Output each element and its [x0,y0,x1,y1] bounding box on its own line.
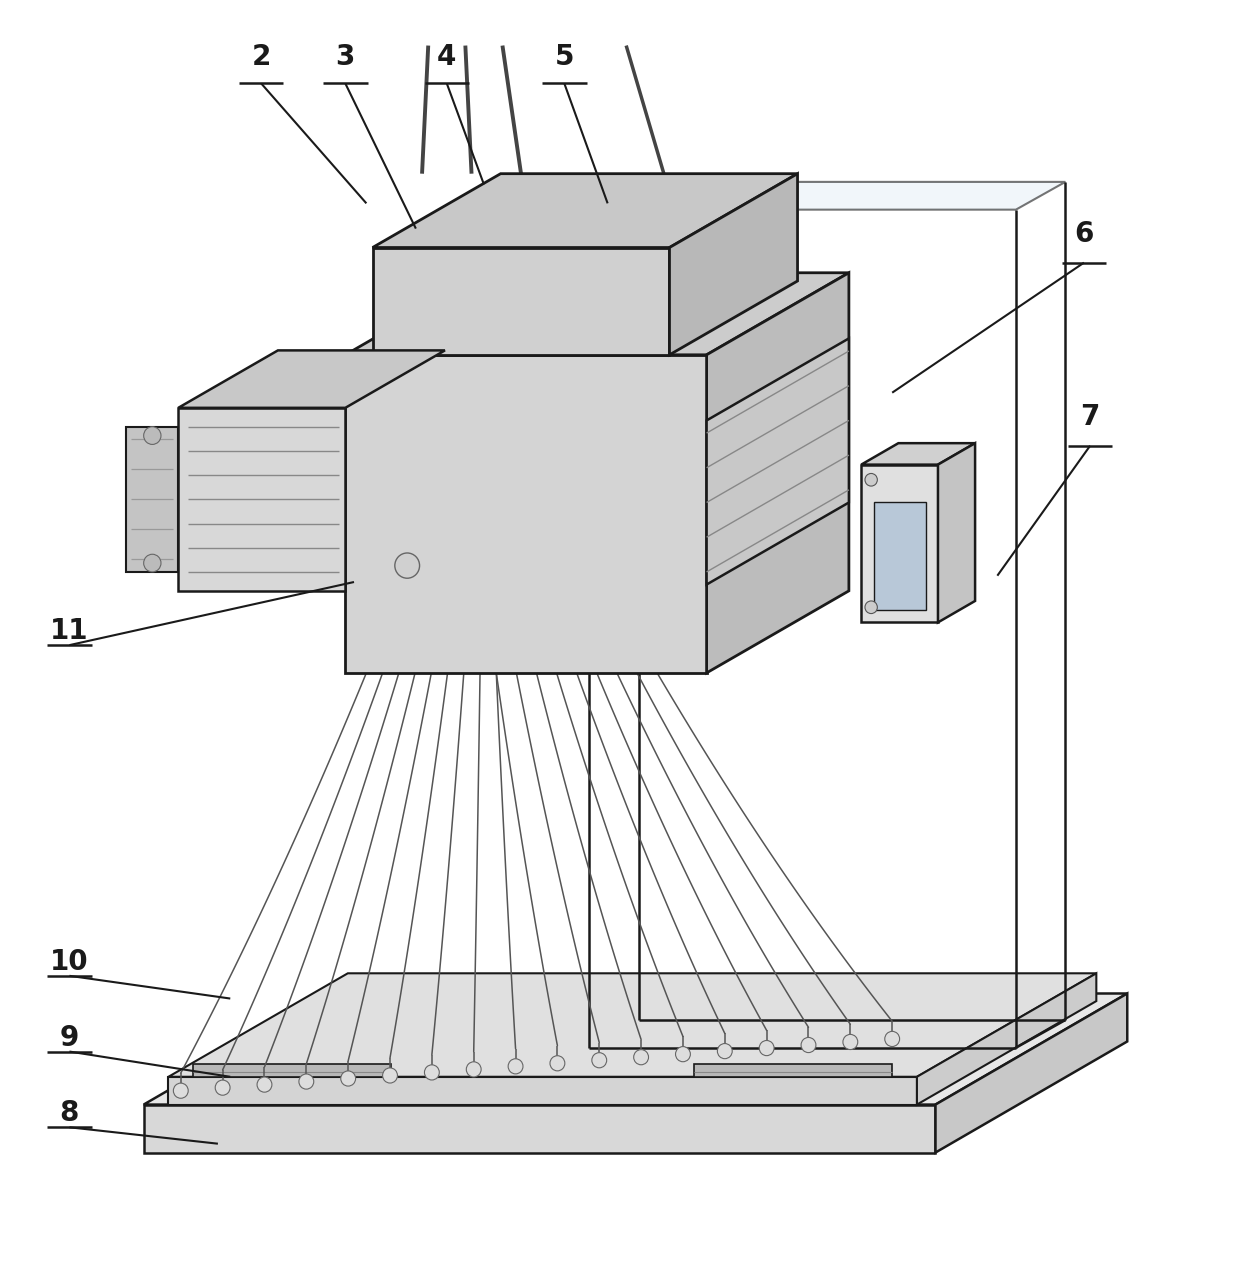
Text: 10: 10 [50,947,89,975]
Text: 8: 8 [60,1099,79,1127]
Polygon shape [345,354,707,673]
Circle shape [383,1068,398,1083]
Polygon shape [670,173,797,354]
Circle shape [144,426,161,444]
Circle shape [144,554,161,572]
Polygon shape [874,502,925,610]
Polygon shape [916,973,1096,1104]
Polygon shape [937,443,975,622]
Circle shape [718,1044,733,1059]
Polygon shape [144,1104,935,1152]
Polygon shape [193,1064,391,1077]
Text: 9: 9 [60,1023,79,1051]
Polygon shape [169,973,1096,1077]
Polygon shape [179,407,345,591]
Polygon shape [707,273,849,673]
Polygon shape [707,339,849,584]
Circle shape [394,553,419,578]
Text: 6: 6 [1074,220,1094,248]
Circle shape [299,1074,314,1089]
Polygon shape [144,993,1127,1104]
Circle shape [591,1052,606,1068]
Polygon shape [169,1077,916,1104]
Polygon shape [862,443,975,464]
Polygon shape [372,248,670,354]
Text: 5: 5 [554,43,574,71]
Circle shape [843,1035,858,1050]
Circle shape [866,473,878,486]
Circle shape [466,1061,481,1077]
Text: 3: 3 [336,43,355,71]
Circle shape [759,1041,774,1055]
Text: 4: 4 [438,43,456,71]
Polygon shape [862,464,937,622]
Circle shape [508,1059,523,1074]
Polygon shape [372,173,797,248]
Circle shape [866,601,878,614]
Polygon shape [126,426,179,572]
Text: 7: 7 [1080,402,1100,430]
Circle shape [216,1080,231,1095]
Circle shape [257,1077,272,1092]
Circle shape [424,1065,439,1080]
Polygon shape [694,1064,893,1077]
Circle shape [885,1031,899,1046]
Circle shape [801,1037,816,1052]
Polygon shape [589,182,1065,210]
Circle shape [551,1056,565,1071]
Polygon shape [345,273,849,354]
Circle shape [634,1050,649,1065]
Polygon shape [935,993,1127,1152]
Polygon shape [179,350,445,407]
Circle shape [174,1083,188,1098]
Circle shape [676,1046,691,1061]
Text: 11: 11 [50,617,89,645]
Circle shape [341,1071,356,1087]
Text: 2: 2 [252,43,270,71]
